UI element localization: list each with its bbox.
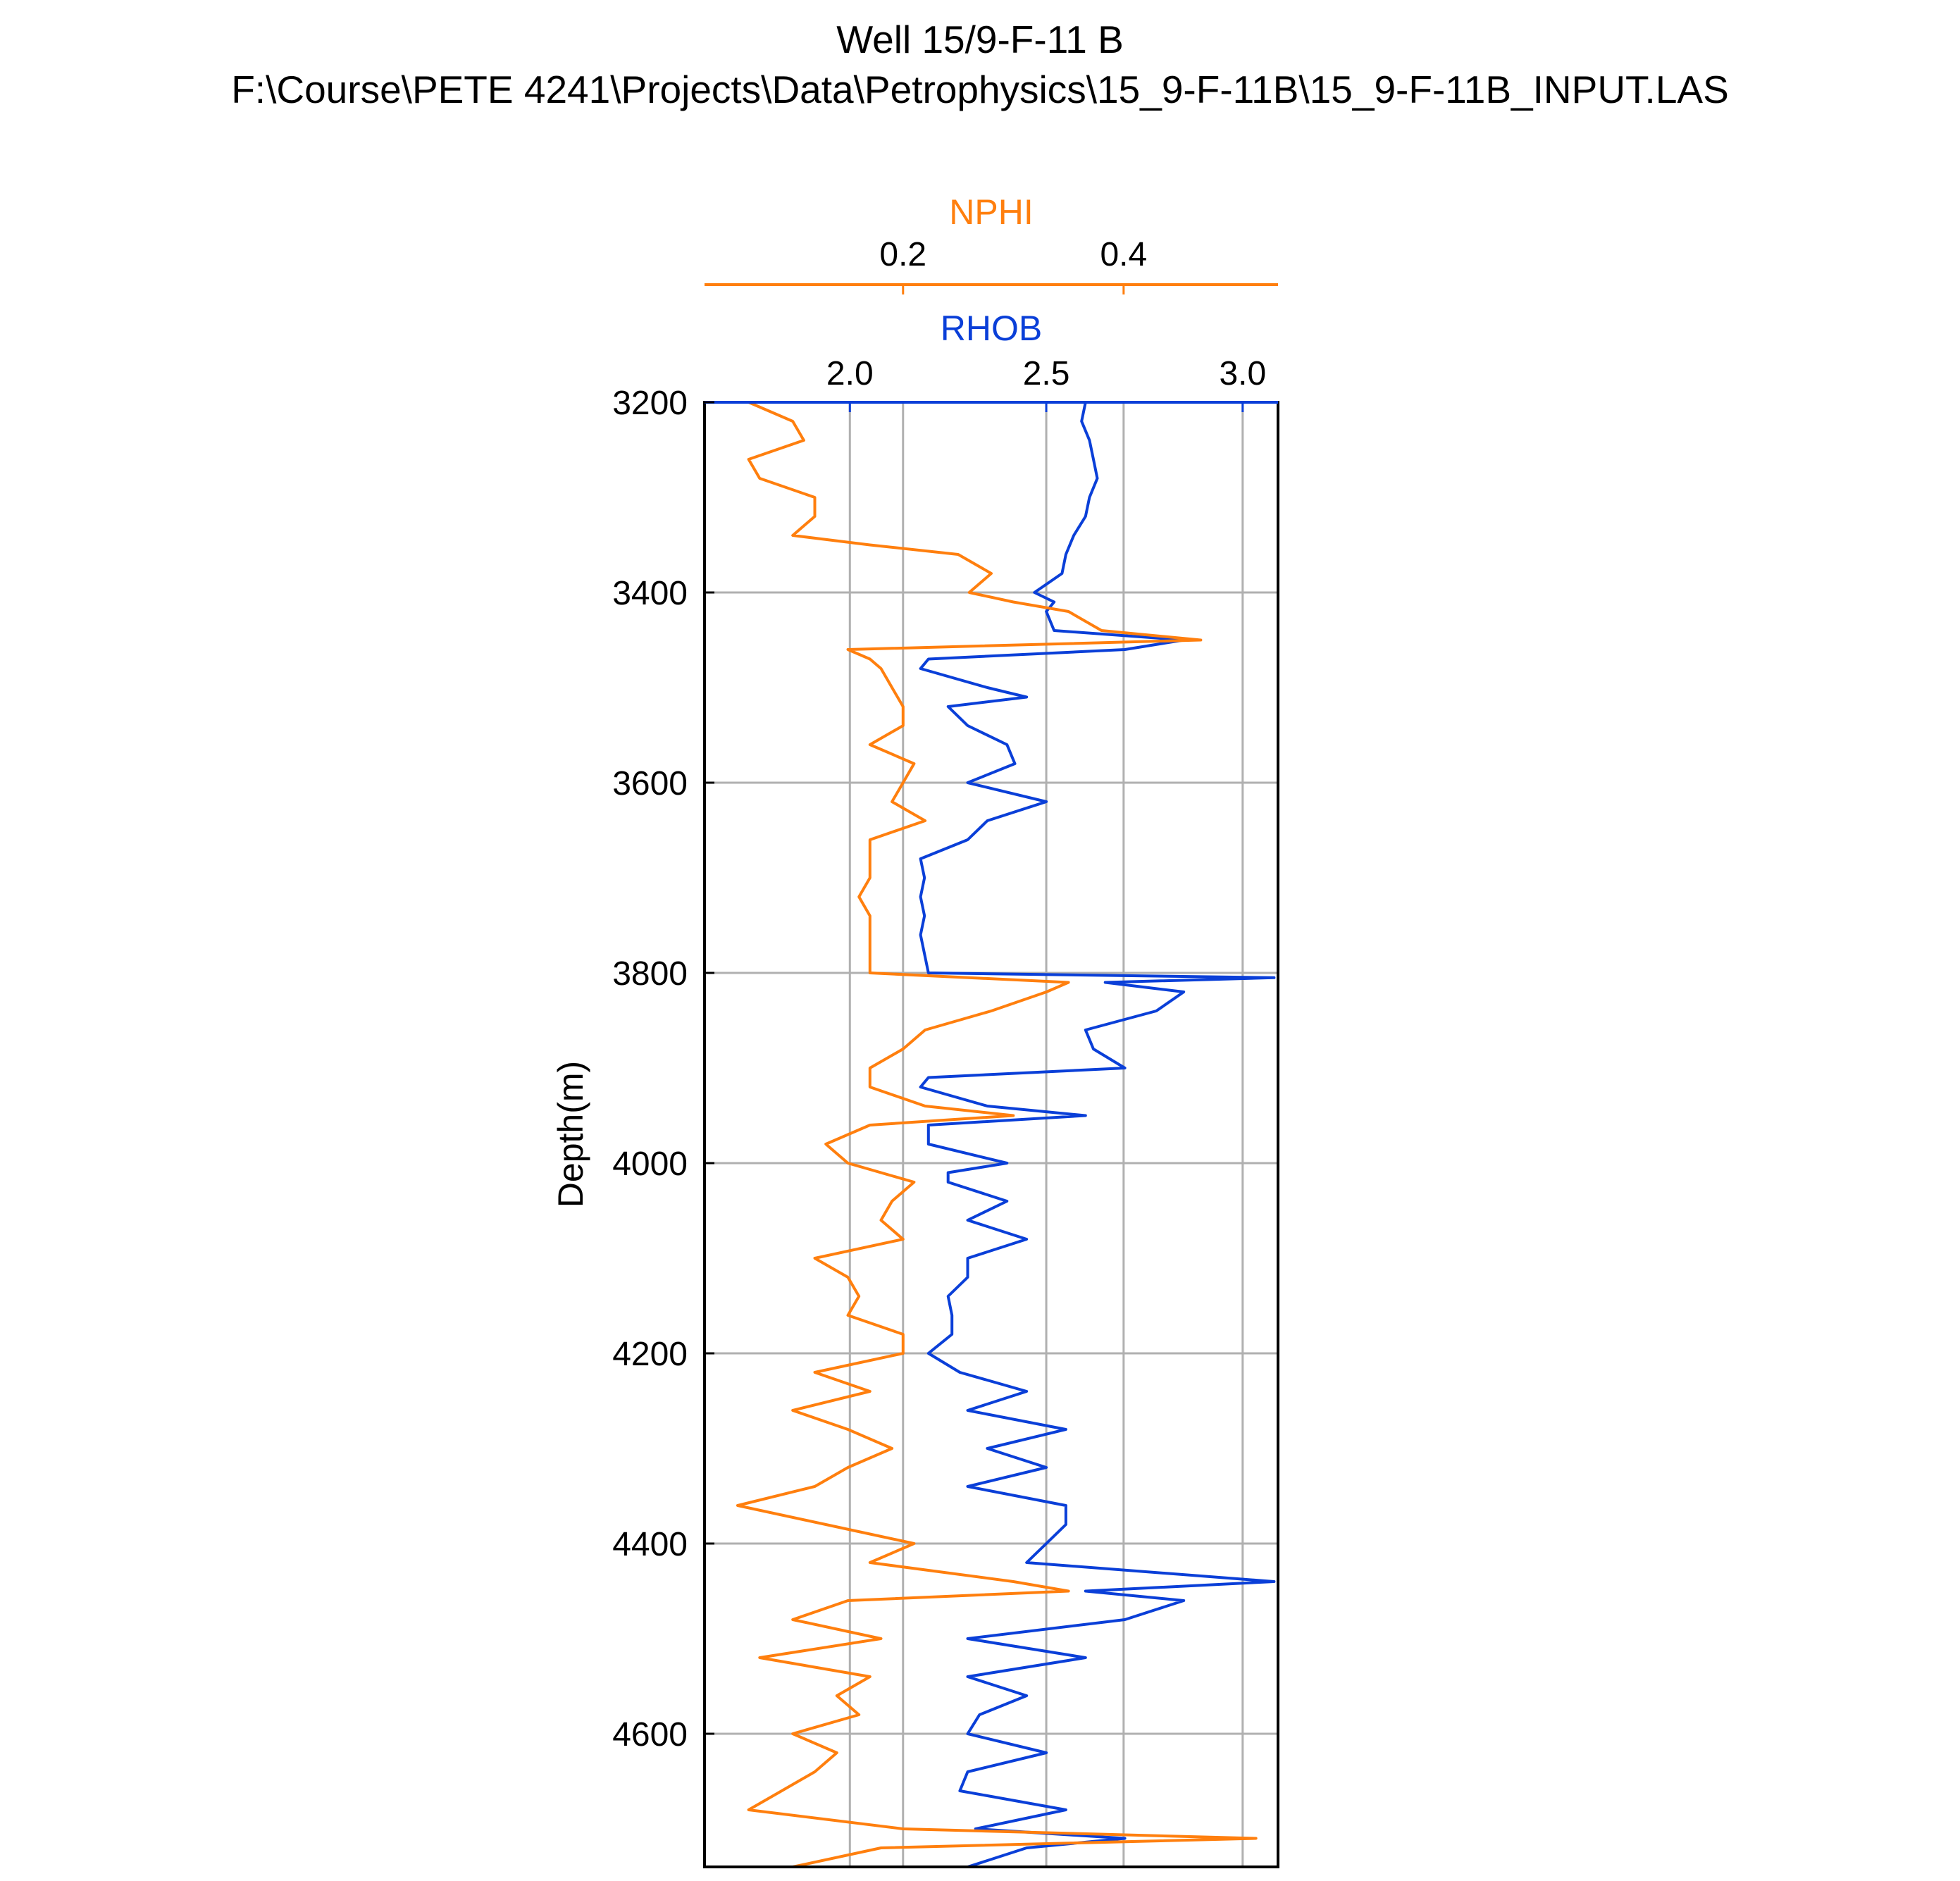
rhob-axis-label: RHOB (941, 309, 1042, 348)
chart-title: Well 15/9-F-11 B (836, 18, 1124, 61)
depth-tick-label: 4400 (612, 1526, 688, 1563)
rhob-ticks: 2.0 2.5 3.0 (826, 355, 1266, 412)
plot-frame (703, 401, 1279, 1868)
depth-tick-label: 4600 (612, 1716, 688, 1753)
depth-ticks: 3200 3400 3600 3800 4000 4200 4400 4600 (612, 385, 714, 1753)
nphi-tick-label: 0.4 (1100, 236, 1147, 273)
nphi-tick-label: 0.2 (879, 236, 926, 273)
curves (736, 401, 1276, 1868)
nphi-ticks: 0.2 0.4 (879, 236, 1147, 294)
grid (705, 401, 1278, 1867)
rhob-tick-label: 2.5 (1023, 355, 1070, 392)
depth-tick-label: 4200 (612, 1336, 688, 1373)
rhob-tick-label: 3.0 (1219, 355, 1266, 392)
depth-axis-label: Depth(m) (551, 1061, 590, 1208)
depth-tick-label: 3200 (612, 385, 688, 422)
rhob-tick-label: 2.0 (826, 355, 874, 392)
curve-nphi (736, 401, 1258, 1868)
nphi-axis-label: NPHI (949, 192, 1033, 232)
depth-tick-label: 3400 (612, 575, 688, 612)
curve-rhob (919, 402, 1276, 1868)
depth-tick-label: 3600 (612, 765, 688, 802)
depth-tick-label: 4000 (612, 1146, 688, 1183)
chart-subtitle: F:\Course\PETE 4241\Projects\Data\Petrop… (231, 68, 1729, 111)
depth-tick-label: 3800 (612, 955, 688, 993)
